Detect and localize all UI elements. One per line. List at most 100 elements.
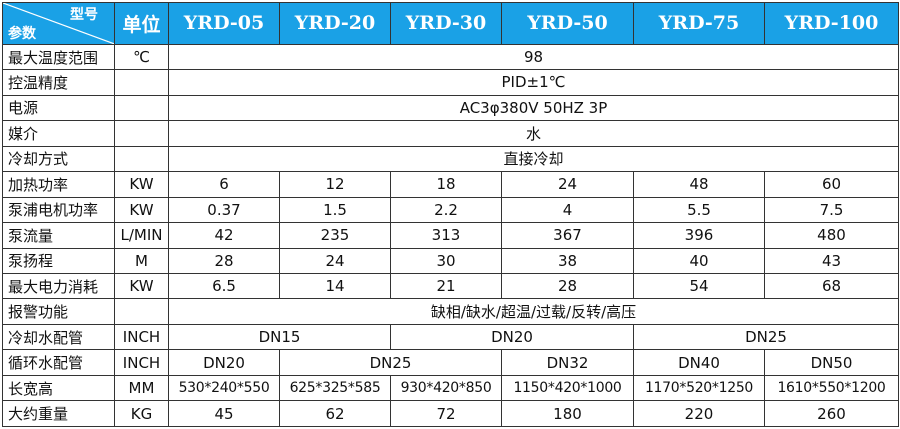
value-cell: 0.37 xyxy=(168,196,280,224)
value-cell: 21 xyxy=(390,272,502,300)
value-cell: 直接冷却 xyxy=(168,145,899,173)
value-cell: 24 xyxy=(279,247,391,275)
row-alarm: 报警功能 缺相/缺水/超温/过载/反转/高压 xyxy=(2,298,899,325)
value-cell: AC3φ380V 50HZ 3P xyxy=(168,94,899,122)
model-header-yrd-30: YRD-30 xyxy=(390,2,502,45)
unit-cell xyxy=(114,69,169,96)
value-cell: DN20 xyxy=(168,349,280,376)
row-label: 循环水配管 xyxy=(2,349,115,376)
value-cell: 625*325*585 xyxy=(279,374,391,402)
value-cell: 72 xyxy=(390,400,502,427)
row-label: 报警功能 xyxy=(2,298,115,325)
value-cell: 18 xyxy=(390,171,502,198)
value-cell: 48 xyxy=(633,171,765,198)
value-cell: 12 xyxy=(279,171,391,198)
value-cell: 930*420*850 xyxy=(390,374,502,402)
row-label: 加热功率 xyxy=(2,171,115,198)
value-cell: 1.5 xyxy=(279,196,391,224)
value-cell: 396 xyxy=(633,222,765,249)
unit-cell: ℃ xyxy=(114,43,169,71)
unit-cell xyxy=(114,94,169,122)
row-temp-accuracy: 控温精度 PID±1℃ xyxy=(2,69,899,96)
row-label: 泵浦电机功率 xyxy=(2,196,115,224)
value-cell: 40 xyxy=(633,247,765,275)
model-header-yrd-50: YRD-50 xyxy=(501,2,634,45)
row-label: 冷却方式 xyxy=(2,145,115,173)
unit-header: 单位 xyxy=(114,2,169,45)
row-label: 冷却水配管 xyxy=(2,323,115,351)
row-label: 电源 xyxy=(2,94,115,122)
model-header-yrd-20: YRD-20 xyxy=(279,2,391,45)
value-cell: 220 xyxy=(633,400,765,427)
parameter-header-label: 参数 xyxy=(8,25,36,42)
unit-cell: KW xyxy=(114,272,169,300)
value-cell: 水 xyxy=(168,120,899,147)
value-cell: 367 xyxy=(501,222,634,249)
row-pump-head: 泵扬程 M 28 24 30 38 40 43 xyxy=(2,247,899,275)
row-power-supply: 电源 AC3φ380V 50HZ 3P xyxy=(2,94,899,122)
row-label: 最大温度范围 xyxy=(2,43,115,71)
value-cell: DN40 xyxy=(633,349,765,376)
row-weight: 大约重量 KG 45 62 72 180 220 260 xyxy=(2,400,899,427)
value-cell: 6.5 xyxy=(168,272,280,300)
row-cooling-pipe: 冷却水配管 INCH DN15 DN20 DN25 xyxy=(2,323,899,351)
value-cell: 6 xyxy=(168,171,280,198)
unit-cell xyxy=(114,145,169,173)
value-cell: 98 xyxy=(168,43,899,71)
value-cell: 1150*420*1000 xyxy=(501,374,634,402)
row-label: 媒介 xyxy=(2,120,115,147)
value-cell: 180 xyxy=(501,400,634,427)
value-cell: 1610*550*1200 xyxy=(764,374,899,402)
unit-cell: MM xyxy=(114,374,169,402)
value-cell: 7.5 xyxy=(764,196,899,224)
row-label: 大约重量 xyxy=(2,400,115,427)
value-cell: 62 xyxy=(279,400,391,427)
header-row: 型号 参数 单位 YRD-05 YRD-20 YRD-30 YRD-50 YRD… xyxy=(2,2,899,45)
value-cell: 2.2 xyxy=(390,196,502,224)
row-label: 长宽高 xyxy=(2,374,115,402)
value-cell: DN25 xyxy=(633,323,899,351)
model-header-yrd-100: YRD-100 xyxy=(764,2,899,45)
value-cell: 24 xyxy=(501,171,634,198)
unit-cell xyxy=(114,120,169,147)
value-cell: 42 xyxy=(168,222,280,249)
row-label: 泵扬程 xyxy=(2,247,115,275)
value-cell: 4 xyxy=(501,196,634,224)
value-cell: 1170*520*1250 xyxy=(633,374,765,402)
row-label: 最大电力消耗 xyxy=(2,272,115,300)
row-label: 泵流量 xyxy=(2,222,115,249)
value-cell: DN20 xyxy=(390,323,634,351)
value-cell: 480 xyxy=(764,222,899,249)
value-cell: 313 xyxy=(390,222,502,249)
row-dimensions: 长宽高 MM 530*240*550 625*325*585 930*420*8… xyxy=(2,374,899,402)
row-max-consumption: 最大电力消耗 KW 6.5 14 21 28 54 68 xyxy=(2,272,899,300)
value-cell: DN15 xyxy=(168,323,391,351)
value-cell: 60 xyxy=(764,171,899,198)
value-cell: DN25 xyxy=(279,349,502,376)
value-cell: 68 xyxy=(764,272,899,300)
row-max-temp: 最大温度范围 ℃ 98 xyxy=(2,43,899,71)
value-cell: 43 xyxy=(764,247,899,275)
row-pump-flow: 泵流量 L/MIN 42 235 313 367 396 480 xyxy=(2,222,899,249)
unit-cell: INCH xyxy=(114,323,169,351)
diagonal-divider xyxy=(3,3,114,44)
value-cell: 5.5 xyxy=(633,196,765,224)
value-cell: 28 xyxy=(168,247,280,275)
value-cell: 14 xyxy=(279,272,391,300)
value-cell: 530*240*550 xyxy=(168,374,280,402)
model-header-yrd-75: YRD-75 xyxy=(633,2,765,45)
row-label: 控温精度 xyxy=(2,69,115,96)
value-cell: 45 xyxy=(168,400,280,427)
value-cell: DN32 xyxy=(501,349,634,376)
unit-cell xyxy=(114,298,169,325)
row-medium: 媒介 水 xyxy=(2,120,899,147)
unit-cell: INCH xyxy=(114,349,169,376)
unit-cell: M xyxy=(114,247,169,275)
value-cell: 38 xyxy=(501,247,634,275)
value-cell: PID±1℃ xyxy=(168,69,899,96)
unit-cell: KW xyxy=(114,196,169,224)
row-pump-power: 泵浦电机功率 KW 0.37 1.5 2.2 4 5.5 7.5 xyxy=(2,196,899,224)
row-cooling-method: 冷却方式 直接冷却 xyxy=(2,145,899,173)
unit-cell: KG xyxy=(114,400,169,427)
